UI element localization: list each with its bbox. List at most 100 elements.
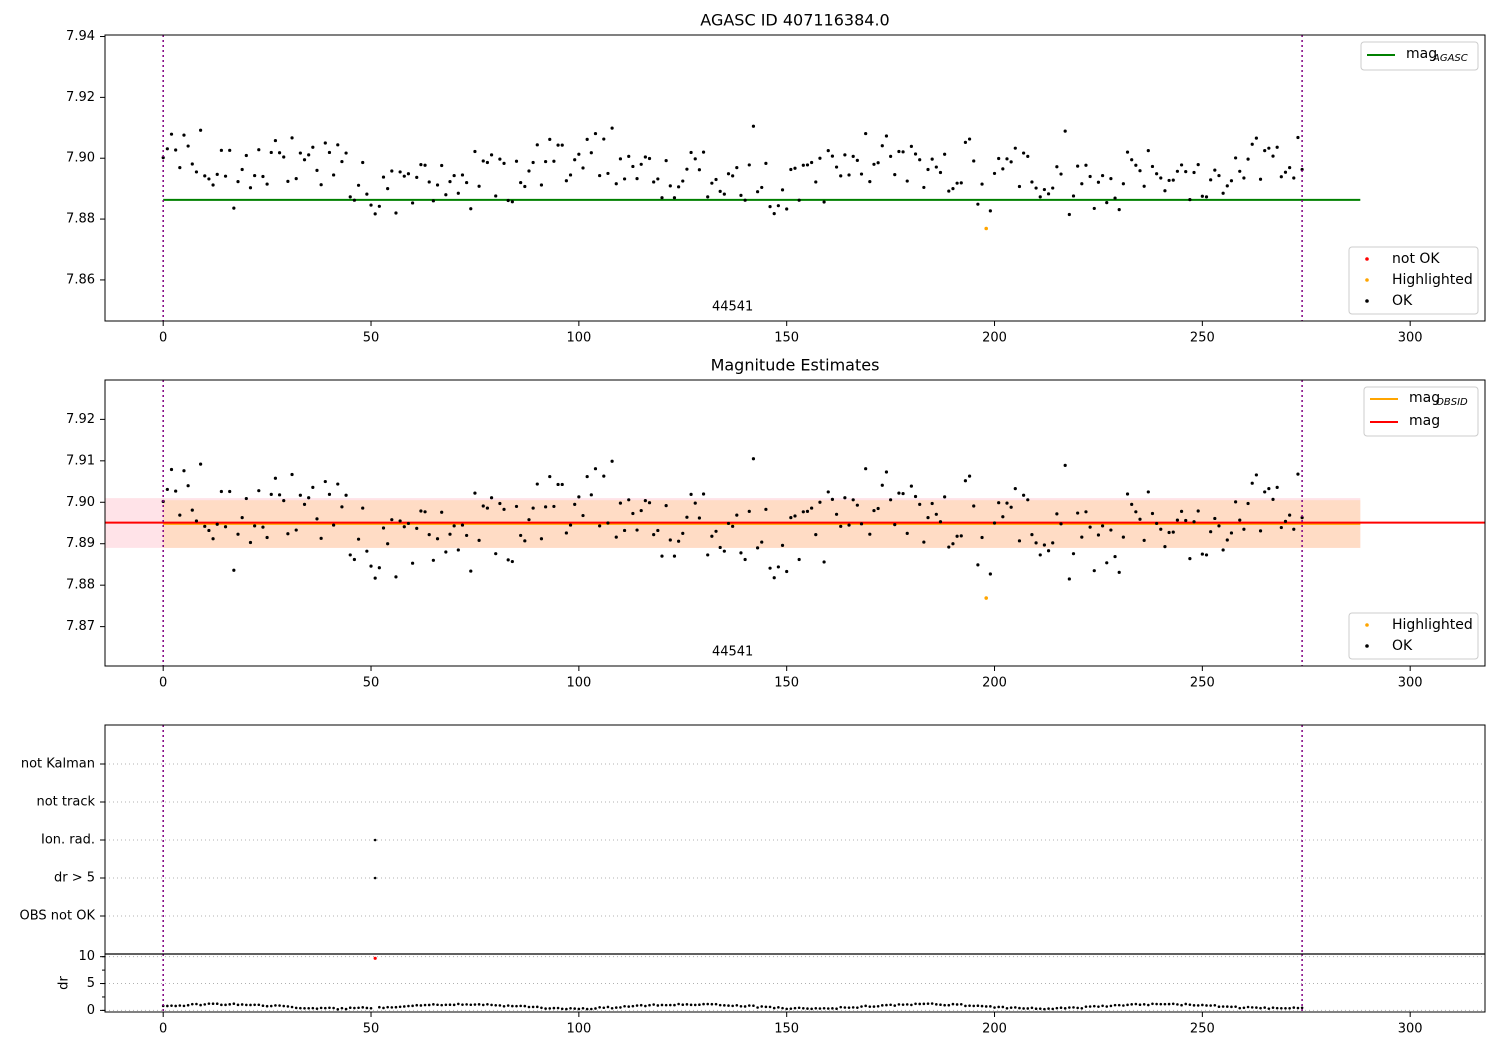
ok-point: [369, 564, 373, 568]
ok-point: [361, 160, 365, 165]
ok-point: [1001, 515, 1005, 519]
ok-point: [178, 166, 182, 170]
ok-point: [598, 524, 602, 528]
ok-point: [685, 167, 689, 171]
dr-point: [278, 1004, 281, 1007]
dr-point: [1059, 1006, 1063, 1010]
ok-point: [1250, 142, 1254, 146]
ok-point: [955, 534, 959, 538]
ok-point: [864, 131, 868, 136]
ok-point: [577, 152, 581, 156]
ok-point: [223, 525, 228, 529]
ok-point: [1192, 520, 1196, 524]
ok-point: [1059, 172, 1063, 176]
ok-point: [165, 487, 169, 492]
dr-point: [174, 1004, 177, 1008]
dr-point: [1130, 1003, 1133, 1006]
dr-point: [1255, 1006, 1258, 1009]
ok-point: [872, 508, 876, 513]
ok-point: [548, 137, 552, 141]
ok-point: [797, 198, 801, 202]
ok-point: [186, 484, 190, 488]
magnitude-estimates-panel: 0 50 100 150 200 250 300 7.87 7.88 7.89 7.90 7.91 7.…: [66, 356, 1486, 691]
y-tick-label: 7.90: [66, 495, 95, 510]
ok-point: [776, 204, 780, 208]
ok-point: [1196, 509, 1200, 513]
dr-point: [810, 1007, 813, 1011]
ok-point: [851, 498, 855, 502]
dr-point: [606, 1005, 610, 1009]
ok-point: [1113, 554, 1117, 559]
ok-point: [1217, 173, 1221, 178]
dr-point: [889, 1003, 892, 1007]
ok-point: [523, 539, 527, 543]
dr-point: [365, 1006, 369, 1010]
ok-point: [332, 523, 336, 527]
ok-point: [1221, 548, 1225, 552]
dr-point: [831, 1007, 834, 1010]
ok-point: [398, 170, 402, 174]
ok-point: [814, 533, 818, 537]
ok-point: [772, 576, 776, 580]
ok-point: [560, 482, 564, 487]
ok-point: [843, 153, 847, 157]
ok-point: [1263, 490, 1267, 494]
dr-point: [955, 1003, 959, 1006]
y-tick-label: 10: [78, 949, 95, 964]
ok-point: [544, 159, 548, 164]
dr-point: [1263, 1006, 1266, 1009]
dr-point: [793, 1006, 797, 1010]
x-tick-label: 100: [566, 676, 591, 691]
ok-point: [581, 513, 585, 518]
ok-point: [851, 154, 855, 158]
dr-point: [353, 1006, 356, 1010]
dr-point: [249, 1003, 252, 1007]
dr-point: [556, 1006, 560, 1010]
ok-point: [1142, 184, 1146, 188]
dr-point: [465, 1003, 468, 1006]
dr-point: [569, 1006, 572, 1010]
ok-point: [934, 512, 938, 516]
ok-point: [889, 154, 893, 158]
ok-point: [1134, 163, 1138, 167]
ok-point: [340, 505, 344, 509]
dr-point: [914, 1002, 917, 1006]
x-tick-label: 150: [774, 1022, 799, 1037]
legend-sub: OBSID: [1436, 397, 1468, 408]
ok-point: [789, 516, 793, 520]
dr-point: [644, 1004, 647, 1008]
obsid-label: 44541: [712, 300, 753, 315]
ok-point: [1096, 533, 1101, 537]
dr-point: [1117, 1003, 1121, 1007]
legend-marker: [1365, 623, 1369, 627]
dr-point: [394, 1005, 398, 1009]
dr-point: [1225, 1005, 1229, 1008]
ok-point: [1238, 169, 1242, 173]
ok-point: [402, 174, 406, 178]
ok-point: [1088, 525, 1092, 529]
dr-point: [693, 1003, 697, 1007]
ok-point: [373, 576, 377, 580]
ok-point: [1005, 157, 1009, 161]
dr-point: [1142, 1003, 1146, 1006]
ok-point: [1013, 486, 1017, 491]
dr-point: [378, 1005, 381, 1009]
dr-point: [781, 1006, 784, 1010]
dr-point: [357, 1006, 360, 1010]
dr-point: [324, 1006, 327, 1010]
ok-point: [1271, 497, 1275, 501]
dr-point: [477, 1003, 481, 1006]
ok-point: [876, 506, 880, 511]
dr-point: [236, 1003, 240, 1007]
ok-point: [273, 138, 278, 143]
ok-point: [810, 506, 814, 510]
dr-point: [448, 1003, 452, 1006]
ok-point: [1130, 502, 1134, 506]
dr-point: [348, 1006, 352, 1010]
y-tick-label: 7.86: [66, 272, 95, 287]
ok-point: [469, 207, 473, 211]
ok-point: [1192, 170, 1196, 175]
dr-point: [311, 1006, 315, 1010]
dr-point: [1055, 1006, 1059, 1010]
ok-point: [1105, 201, 1109, 205]
